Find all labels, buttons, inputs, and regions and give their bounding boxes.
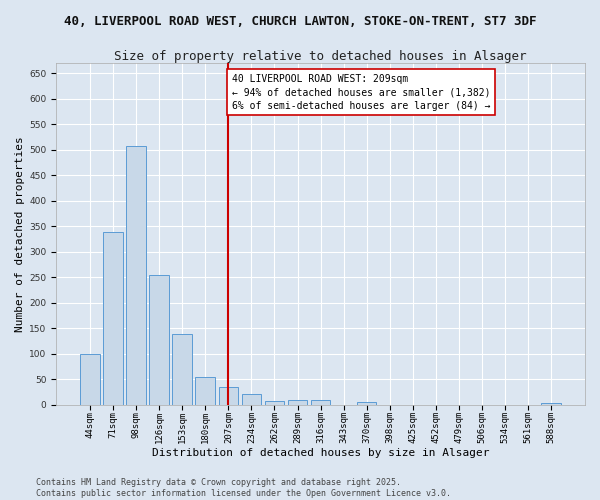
Bar [541,404,561,405]
Bar [218,387,238,405]
Bar [242,394,261,405]
Bar [80,354,100,405]
Text: 40 LIVERPOOL ROAD WEST: 209sqm
← 94% of detached houses are smaller (1,382)
6% o: 40 LIVERPOOL ROAD WEST: 209sqm ← 94% of … [232,74,490,110]
Title: Size of property relative to detached houses in Alsager: Size of property relative to detached ho… [115,50,527,63]
Bar [311,400,331,405]
Text: Contains HM Land Registry data © Crown copyright and database right 2025.
Contai: Contains HM Land Registry data © Crown c… [36,478,451,498]
Bar [196,377,215,405]
Bar [103,232,123,405]
Text: 40, LIVERPOOL ROAD WEST, CHURCH LAWTON, STOKE-ON-TRENT, ST7 3DF: 40, LIVERPOOL ROAD WEST, CHURCH LAWTON, … [64,15,536,28]
Bar [149,274,169,405]
Bar [288,400,307,405]
Y-axis label: Number of detached properties: Number of detached properties [15,136,25,332]
X-axis label: Distribution of detached houses by size in Alsager: Distribution of detached houses by size … [152,448,490,458]
Bar [265,401,284,405]
Bar [357,402,376,405]
Bar [126,146,146,405]
Bar [172,334,192,405]
